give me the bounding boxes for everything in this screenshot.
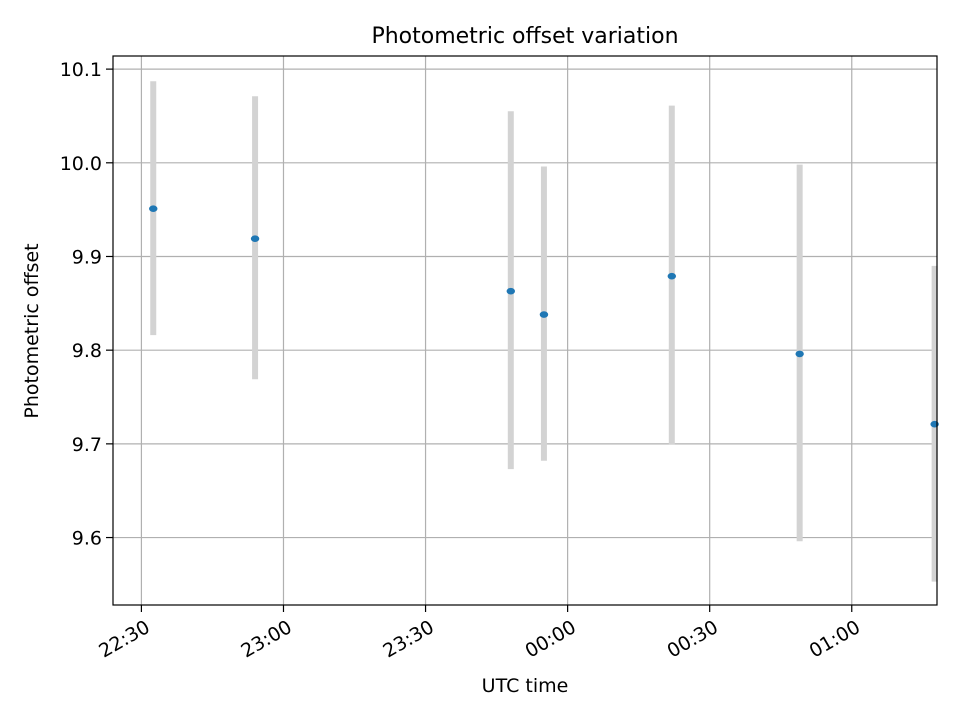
y-tick-label: 9.6 <box>72 528 102 550</box>
x-axis-label: UTC time <box>482 675 569 697</box>
data-point <box>250 235 260 242</box>
y-tick-label: 10.0 <box>60 153 102 175</box>
y-axis-label: Photometric offset <box>21 243 43 418</box>
data-point <box>506 287 515 295</box>
y-tick-label: 9.7 <box>72 434 102 456</box>
data-point <box>539 311 549 318</box>
data-point <box>149 205 158 213</box>
y-tick-label: 10.1 <box>60 59 102 81</box>
plot-area-frame <box>112 55 938 606</box>
data-point <box>795 350 804 358</box>
chart-title: Photometric offset variation <box>371 24 678 49</box>
y-tick-label: 9.9 <box>72 246 102 268</box>
y-tick-label: 9.8 <box>72 340 102 362</box>
data-point <box>667 272 677 280</box>
